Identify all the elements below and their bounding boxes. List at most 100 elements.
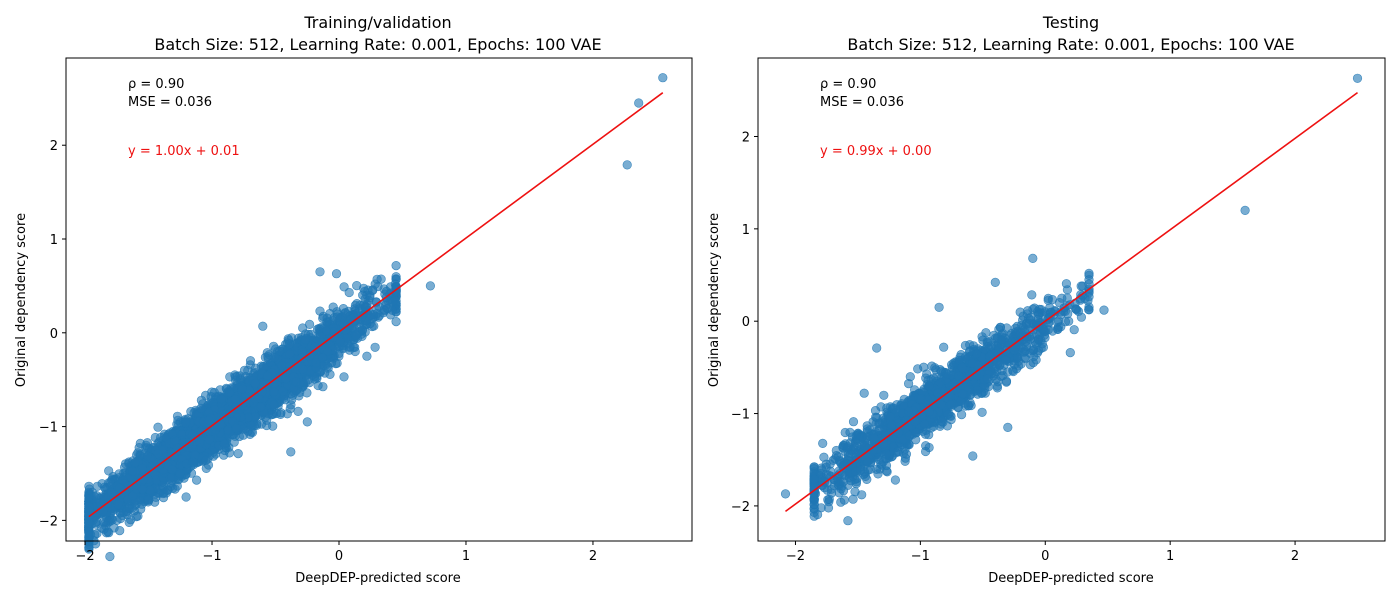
scatter-point xyxy=(243,365,253,376)
chart-title: Testing xyxy=(1042,13,1099,32)
x-tick-label: 2 xyxy=(589,549,597,564)
scatter-point xyxy=(269,387,279,397)
x-tick-label: 0 xyxy=(335,549,343,564)
scatter-point xyxy=(939,342,949,352)
scatter-point xyxy=(105,551,115,562)
scatter-point xyxy=(358,290,368,300)
scatter-point xyxy=(167,429,177,439)
scatter-point xyxy=(141,440,151,450)
x-tick-label: −1 xyxy=(202,549,221,564)
scatter-point xyxy=(391,261,401,271)
chart-subtitle: Batch Size: 512, Learning Rate: 0.001, E… xyxy=(154,35,601,54)
scatter-point xyxy=(126,515,136,525)
scatter-point xyxy=(920,446,931,457)
scatter-point xyxy=(311,358,321,368)
y-tick-label: 1 xyxy=(50,233,58,248)
scatter-point xyxy=(188,457,198,467)
scatter-point xyxy=(286,447,296,457)
scatter-point xyxy=(332,312,342,322)
scatter-point xyxy=(339,372,349,382)
scatter-point xyxy=(818,438,828,449)
scatter-point xyxy=(291,377,301,387)
scatter-point xyxy=(848,494,858,504)
scatter-point xyxy=(1076,312,1086,322)
scatter-point xyxy=(104,466,114,476)
scatter-point xyxy=(293,406,303,417)
scatter-points xyxy=(780,73,1363,526)
scatter-point xyxy=(275,346,285,356)
scatter-point xyxy=(230,394,240,404)
scatter-point xyxy=(285,349,295,359)
scatter-point xyxy=(302,417,312,427)
scatter-point xyxy=(272,408,282,419)
scatter-point xyxy=(305,319,315,330)
chart-title: Training/validation xyxy=(303,13,451,32)
panel-training-validation: Training/validation Batch Size: 512, Lea… xyxy=(14,13,693,586)
scatter-point xyxy=(262,420,272,431)
scatter-point xyxy=(256,402,266,412)
rho-annotation: ρ = 0.90 xyxy=(128,77,184,92)
scatter-point xyxy=(136,504,146,514)
scatter-point xyxy=(207,387,217,397)
scatter-point xyxy=(204,435,214,445)
scatter-point xyxy=(181,492,191,502)
scatter-point xyxy=(425,281,436,291)
chart-subtitle: Batch Size: 512, Learning Rate: 0.001, E… xyxy=(847,35,1294,54)
scatter-point xyxy=(196,395,206,405)
scatter-point xyxy=(634,98,644,108)
scatter-point xyxy=(137,463,147,473)
scatter-point xyxy=(372,274,382,284)
scatter-point xyxy=(879,390,889,400)
y-tick-label: 0 xyxy=(50,327,58,342)
scatter-point xyxy=(175,469,185,479)
scatter-point xyxy=(366,310,376,320)
fit-equation: y = 1.00x + 0.01 xyxy=(128,144,240,159)
scatter-point xyxy=(391,317,401,327)
scatter-point xyxy=(622,160,632,170)
scatter-point xyxy=(362,351,372,361)
scatter-point xyxy=(387,305,397,315)
scatter-point xyxy=(144,495,154,505)
scatter-point xyxy=(269,400,279,410)
scatter-point xyxy=(258,321,268,331)
scatter-point xyxy=(658,73,668,83)
scatter-point xyxy=(115,525,125,536)
scatter-point xyxy=(237,384,247,394)
scatter-point xyxy=(163,485,173,496)
scatter-point xyxy=(280,395,290,405)
panel-testing: Testing Batch Size: 512, Learning Rate: … xyxy=(707,13,1386,586)
scatter-point xyxy=(224,387,234,398)
y-tick-label: 2 xyxy=(50,139,58,154)
scatter-point xyxy=(177,429,187,439)
scatter-point xyxy=(145,485,155,495)
scatter-point xyxy=(167,464,177,475)
scatter-point xyxy=(344,342,355,353)
scatter-point xyxy=(1027,290,1037,300)
y-axis-label: Original dependency score xyxy=(14,213,29,387)
scatter-point xyxy=(153,422,163,432)
scatter-point xyxy=(84,528,94,538)
scatter-point xyxy=(216,394,226,404)
scatter-point xyxy=(350,300,361,311)
scatter-point xyxy=(344,287,354,298)
x-tick-label: −2 xyxy=(75,549,94,564)
y-tick-label: −2 xyxy=(39,514,58,529)
scatter-point xyxy=(315,267,325,277)
scatter-point xyxy=(99,517,109,527)
scatter-point xyxy=(285,339,295,349)
scatter-point xyxy=(91,491,102,501)
scatter-point xyxy=(130,457,140,468)
scatter-point xyxy=(115,513,126,524)
scatter-point xyxy=(173,415,183,425)
scatter-point xyxy=(84,484,95,494)
scatter-point xyxy=(263,371,273,381)
scatter-point xyxy=(181,418,191,428)
scatter-point xyxy=(196,403,206,413)
scatter-point xyxy=(230,370,240,380)
scatter-point xyxy=(281,374,291,384)
x-axis-label: DeepDEP-predicted score xyxy=(295,571,460,586)
scatter-point xyxy=(142,451,152,461)
scatter-point xyxy=(127,466,138,476)
scatter-point xyxy=(250,378,260,388)
scatter-points xyxy=(84,73,668,562)
